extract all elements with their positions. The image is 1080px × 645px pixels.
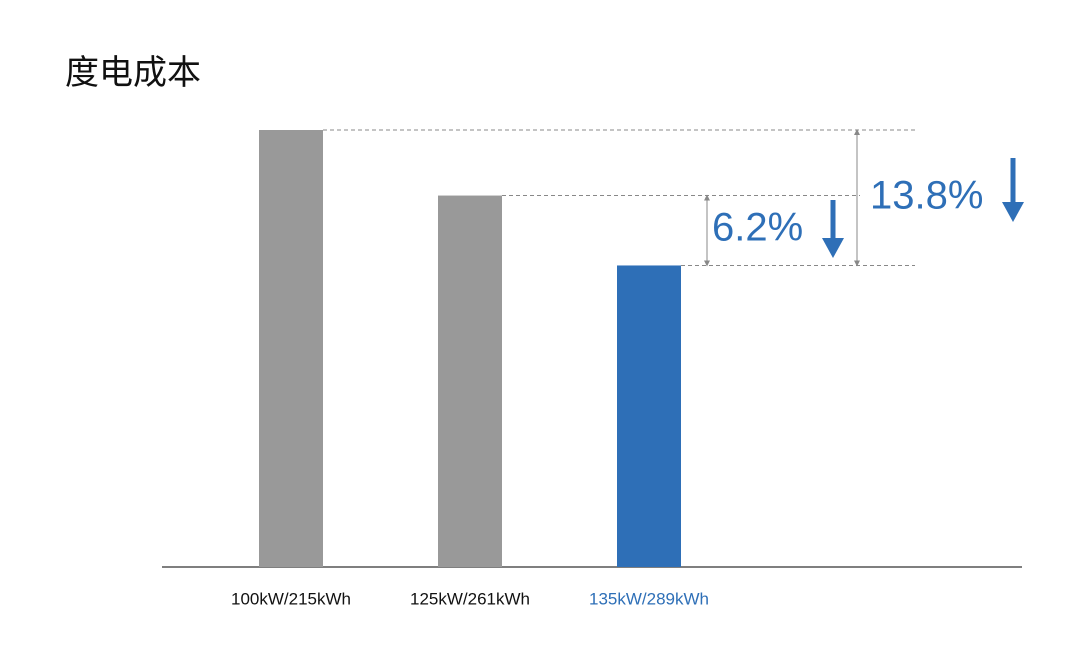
x-tick-label: 135kW/289kWh bbox=[589, 589, 709, 608]
down-arrow-head bbox=[1002, 202, 1024, 222]
chart-title: 度电成本 bbox=[65, 54, 201, 92]
annotation: 13.8% bbox=[870, 174, 983, 218]
bar bbox=[617, 265, 681, 567]
x-tick-label: 125kW/261kWh bbox=[410, 589, 530, 608]
annotation: 6.2% bbox=[712, 206, 803, 250]
down-arrow-head bbox=[822, 238, 844, 258]
bar bbox=[438, 195, 502, 568]
bar bbox=[259, 130, 323, 567]
x-tick-label: 100kW/215kWh bbox=[231, 589, 351, 608]
